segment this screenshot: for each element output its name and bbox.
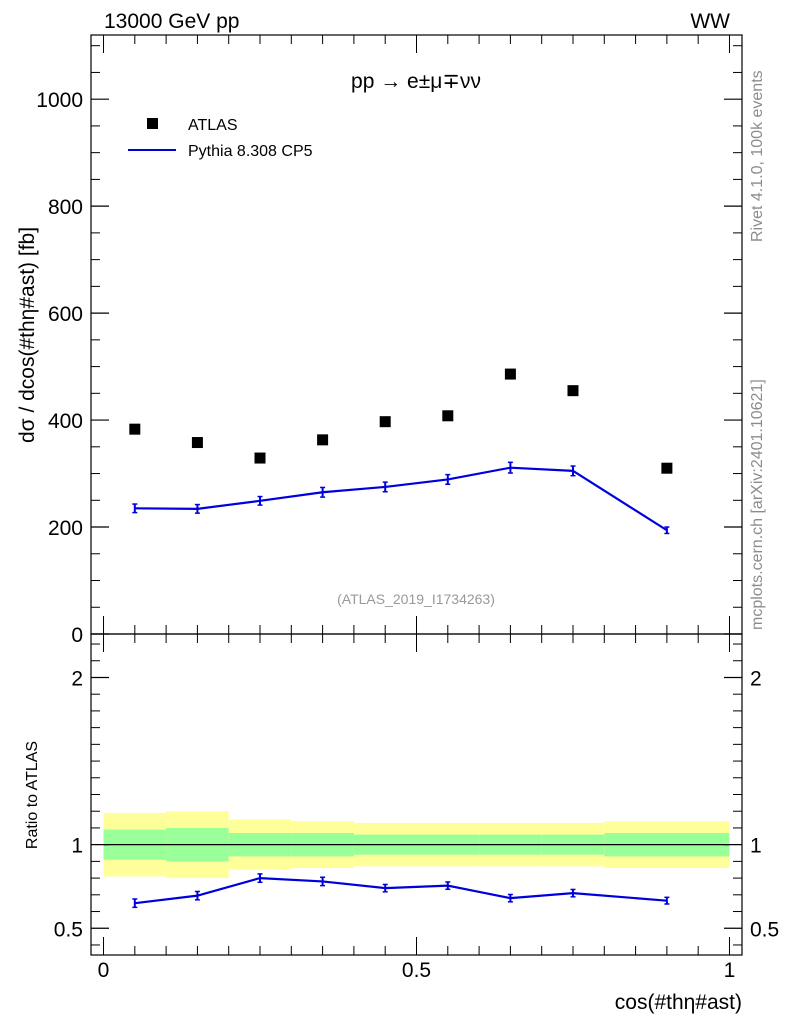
atlas-data-point — [317, 434, 329, 446]
x-tick-label: 0 — [98, 959, 110, 982]
ratio-panel: 0.5 0.5 1 1 2 2 0 0.5 1 Ratio to ATLAS cos(#thη#… — [24, 633, 779, 1014]
source-url-label: mcplots.cern.ch [arXiv:2401.10621] — [749, 379, 766, 630]
main-y-tick-label: 200 — [48, 517, 83, 540]
atlas-data-point — [129, 423, 141, 435]
x-axis-label: cos(#thη#ast) — [615, 991, 742, 1014]
main-y-axis-label: dσ / dcos(#thη#ast) [fb] — [16, 227, 39, 443]
atlas-data-point — [661, 462, 673, 474]
main-y-tick-label: 800 — [48, 196, 83, 219]
ratio-y-tick-label-right: 0.5 — [750, 918, 779, 941]
legend-atlas-marker — [147, 118, 158, 129]
legend: ATLAS Pythia 8.308 CP5 — [128, 117, 313, 160]
atlas-data-point — [379, 416, 391, 428]
rivet-version-label: Rivet 4.1.0, 100k events — [749, 70, 766, 242]
legend-pythia-label: Pythia 8.308 CP5 — [188, 143, 313, 160]
ratio-pythia-line — [134, 876, 667, 905]
main-y-tick-label: 400 — [48, 410, 83, 433]
atlas-data-point — [504, 368, 516, 380]
atlas-data-point — [567, 385, 579, 397]
main-title: pp → e±μ∓νν — [351, 70, 481, 93]
ratio-plot-area — [103, 811, 730, 909]
x-tick-label: 0.5 — [402, 959, 431, 982]
atlas-data-point — [254, 452, 266, 464]
main-panel: 0 200 400 600 800 1000 pp → e±μ∓νν dσ / dcos(… — [16, 34, 743, 647]
ratio-y-tick-label-right: 1 — [750, 835, 762, 858]
main-y-tick-label: 1000 — [36, 89, 83, 112]
analysis-id-label: (ATLAS_2019_I1734263) — [337, 591, 495, 607]
x-tick-label: 1 — [724, 959, 736, 982]
main-plot-area — [129, 368, 673, 535]
ratio-y-axis-label: Ratio to ATLAS — [24, 741, 41, 849]
pythia-series-line — [134, 466, 668, 532]
header-right-label: WW — [690, 10, 730, 33]
main-y-tick-label: 600 — [48, 303, 83, 326]
ratio-y-tick-label: 0.5 — [54, 918, 83, 941]
ratio-y-tick-label: 1 — [71, 835, 83, 858]
main-axes: 0 200 400 600 800 1000 — [36, 35, 742, 647]
header-left-label: 13000 GeV pp — [104, 10, 239, 33]
atlas-data-point — [442, 410, 454, 422]
ratio-axes: 0.5 0.5 1 1 2 2 0 0.5 1 — [54, 634, 779, 982]
main-y-tick-label: 0 — [71, 624, 83, 647]
ratio-y-tick-label: 2 — [71, 667, 83, 690]
legend-atlas-label: ATLAS — [188, 117, 238, 134]
atlas-data-point — [191, 437, 203, 449]
ratio-y-tick-label-right: 2 — [750, 667, 762, 690]
ratio-frame — [90, 633, 743, 956]
